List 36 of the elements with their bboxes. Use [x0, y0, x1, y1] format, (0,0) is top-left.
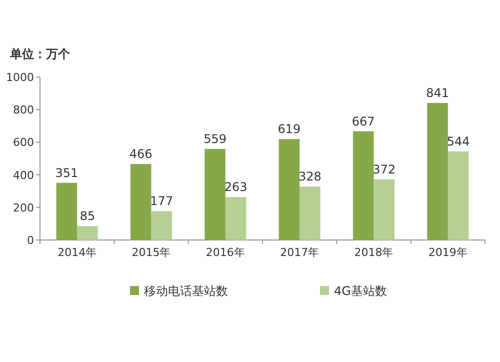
legend-label: 4G基站数	[334, 284, 387, 298]
legend-label: 移动电话基站数	[144, 284, 228, 298]
data-label: 841	[426, 86, 449, 100]
data-label: 619	[278, 122, 301, 136]
bar	[427, 102, 448, 240]
bar	[130, 164, 152, 240]
bar	[448, 151, 469, 240]
y-tick-label: 800	[13, 104, 34, 117]
data-label: 667	[352, 114, 375, 128]
data-label: 466	[129, 147, 152, 162]
data-label: 177	[150, 194, 174, 208]
data-label: 85	[80, 209, 96, 224]
bar	[151, 211, 172, 240]
bar	[300, 186, 320, 240]
y-tick-label: 200	[13, 201, 34, 214]
bar	[374, 179, 395, 240]
x-tick-label: 2015年	[132, 246, 171, 259]
x-tick-label: 2017年	[280, 246, 320, 259]
x-tick-label: 2018年	[354, 246, 394, 259]
y-tick-label: 0	[27, 234, 34, 247]
bar	[56, 182, 78, 240]
x-tick-label: 2016年	[206, 246, 245, 259]
y-tick-label: 1000	[6, 71, 34, 84]
data-label: 559	[204, 132, 226, 146]
x-tick-label: 2019年	[428, 246, 468, 259]
bar	[225, 197, 246, 240]
y-tick-label: 600	[13, 136, 34, 150]
bar	[352, 131, 374, 240]
data-label: 372	[372, 162, 396, 176]
y-axis-title: 单位：万个	[9, 47, 71, 61]
bar	[77, 226, 98, 240]
y-tick-label: 400	[13, 168, 34, 182]
bar	[204, 148, 226, 240]
data-label: 351	[55, 166, 78, 180]
x-tick-label: 2014年	[58, 246, 97, 259]
bar	[278, 139, 300, 240]
